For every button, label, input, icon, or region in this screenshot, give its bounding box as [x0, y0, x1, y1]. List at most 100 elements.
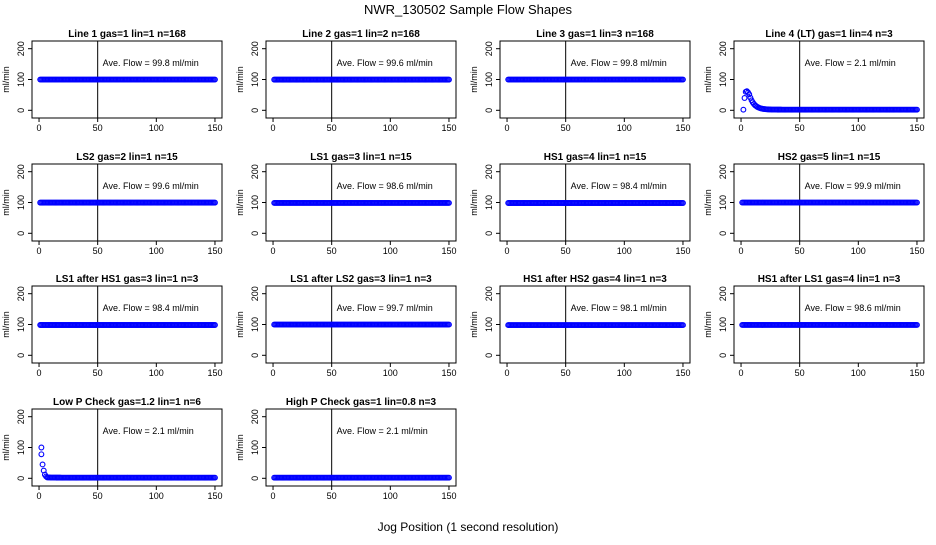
- x-tick-label: 150: [207, 491, 222, 501]
- data-point: [39, 461, 46, 468]
- y-tick-label: 0: [16, 353, 26, 358]
- x-tick-label: 0: [271, 368, 276, 378]
- x-tick-label: 150: [909, 246, 924, 256]
- panel-13: High P Check gas=1 lin=0.8 n=3 0 50 100 150 0…: [235, 397, 457, 501]
- x-tick-label: 100: [851, 123, 866, 133]
- x-tick-label: 150: [909, 368, 924, 378]
- data-points: [739, 199, 920, 206]
- ave-flow-annotation: Ave. Flow = 99.6 ml/min: [103, 181, 199, 191]
- ave-flow-annotation: Ave. Flow = 99.9 ml/min: [805, 181, 901, 191]
- x-tick-label: 0: [505, 368, 510, 378]
- panel-11: HS1 after LS1 gas=4 lin=1 n=3 0 50 100 150 0 1…: [703, 274, 925, 378]
- x-tick-label: 100: [149, 123, 164, 133]
- data-points: [505, 322, 686, 329]
- x-tick-label: 50: [93, 491, 103, 501]
- panel-title: HS2 gas=5 lin=1 n=15: [778, 152, 881, 163]
- panel-title: Low P Check gas=1.2 lin=1 n=6: [53, 397, 201, 408]
- ave-flow-annotation: Ave. Flow = 99.8 ml/min: [103, 58, 199, 68]
- panel-title: HS1 gas=4 lin=1 n=15: [544, 152, 647, 163]
- y-tick-label: 200: [484, 41, 494, 56]
- y-tick-label: 100: [484, 317, 494, 332]
- x-tick-label: 50: [93, 368, 103, 378]
- x-tick-label: 150: [441, 368, 456, 378]
- y-tick-label: 100: [718, 195, 728, 210]
- y-tick-label: 0: [16, 108, 26, 113]
- x-tick-label: 100: [149, 246, 164, 256]
- y-axis-label: ml/min: [1, 434, 11, 461]
- x-tick-label: 50: [561, 368, 571, 378]
- figure-xlabel: Jog Position (1 second resolution): [378, 520, 559, 534]
- x-tick-label: 100: [617, 368, 632, 378]
- x-tick-label: 100: [851, 368, 866, 378]
- panel-3: Line 4 (LT) gas=1 lin=4 n=3 0 50 100 150 0 100…: [703, 29, 925, 133]
- ave-flow-annotation: Ave. Flow = 99.8 ml/min: [571, 58, 667, 68]
- y-tick-label: 200: [16, 409, 26, 424]
- data-point: [741, 95, 748, 101]
- y-tick-label: 0: [16, 231, 26, 236]
- x-tick-label: 150: [441, 246, 456, 256]
- y-axis-label: ml/min: [1, 311, 11, 338]
- y-axis-label: ml/min: [235, 434, 245, 461]
- x-tick-label: 0: [37, 491, 42, 501]
- panel-title: High P Check gas=1 lin=0.8 n=3: [286, 397, 437, 408]
- x-tick-label: 50: [327, 123, 337, 133]
- panel-title: LS1 after HS1 gas=3 lin=1 n=3: [56, 274, 199, 285]
- x-tick-label: 50: [795, 368, 805, 378]
- panel-8: LS1 after HS1 gas=3 lin=1 n=3 0 50 100 150 0 1…: [1, 274, 223, 378]
- y-tick-label: 0: [250, 476, 260, 481]
- data-point: [680, 76, 686, 83]
- y-tick-label: 0: [718, 231, 728, 236]
- data-point: [914, 321, 920, 328]
- y-tick-label: 100: [250, 440, 260, 455]
- y-tick-label: 0: [484, 108, 494, 113]
- y-tick-label: 0: [718, 108, 728, 113]
- x-tick-label: 50: [93, 123, 103, 133]
- panel-0: Line 1 gas=1 lin=1 n=168 0 50 100 150 0 100 200…: [1, 29, 223, 133]
- y-axis-label: ml/min: [703, 311, 713, 338]
- data-point: [446, 474, 452, 481]
- y-tick-label: 100: [484, 195, 494, 210]
- x-tick-label: 150: [909, 123, 924, 133]
- x-tick-label: 100: [851, 246, 866, 256]
- x-tick-label: 50: [561, 246, 571, 256]
- x-tick-label: 150: [675, 123, 690, 133]
- y-axis-label: ml/min: [235, 189, 245, 216]
- panel-title: Line 2 gas=1 lin=2 n=168: [302, 29, 420, 40]
- data-point: [38, 451, 45, 458]
- data-point: [38, 444, 45, 451]
- x-tick-label: 50: [327, 246, 337, 256]
- x-tick-label: 150: [207, 246, 222, 256]
- y-tick-label: 100: [16, 72, 26, 87]
- figure-title: NWR_130502 Sample Flow Shapes: [364, 2, 573, 17]
- x-tick-label: 150: [441, 491, 456, 501]
- x-tick-label: 100: [383, 368, 398, 378]
- x-tick-label: 50: [327, 491, 337, 501]
- ave-flow-annotation: Ave. Flow = 98.6 ml/min: [805, 303, 901, 313]
- y-tick-label: 200: [484, 286, 494, 301]
- y-axis-label: ml/min: [469, 189, 479, 216]
- data-point: [914, 106, 920, 113]
- ave-flow-annotation: Ave. Flow = 98.6 ml/min: [337, 181, 433, 191]
- data-point: [680, 322, 686, 329]
- panel-1: Line 2 gas=1 lin=2 n=168 0 50 100 150 0 100 200…: [235, 29, 457, 133]
- panel-title: Line 1 gas=1 lin=1 n=168: [68, 29, 186, 40]
- y-tick-label: 200: [718, 286, 728, 301]
- panel-7: HS2 gas=5 lin=1 n=15 0 50 100 150 0 100 200 ml/m…: [703, 152, 925, 256]
- x-tick-label: 50: [93, 246, 103, 256]
- x-tick-label: 100: [149, 491, 164, 501]
- y-axis-label: ml/min: [469, 311, 479, 338]
- x-tick-label: 0: [37, 368, 42, 378]
- data-point: [446, 199, 452, 206]
- x-tick-label: 100: [617, 123, 632, 133]
- y-tick-label: 200: [16, 41, 26, 56]
- x-tick-label: 150: [675, 246, 690, 256]
- data-point: [212, 199, 218, 206]
- x-tick-label: 150: [441, 123, 456, 133]
- y-tick-label: 100: [484, 72, 494, 87]
- data-points: [271, 76, 452, 83]
- y-tick-label: 100: [16, 195, 26, 210]
- y-tick-label: 200: [718, 164, 728, 179]
- ave-flow-annotation: Ave. Flow = 99.6 ml/min: [337, 58, 433, 68]
